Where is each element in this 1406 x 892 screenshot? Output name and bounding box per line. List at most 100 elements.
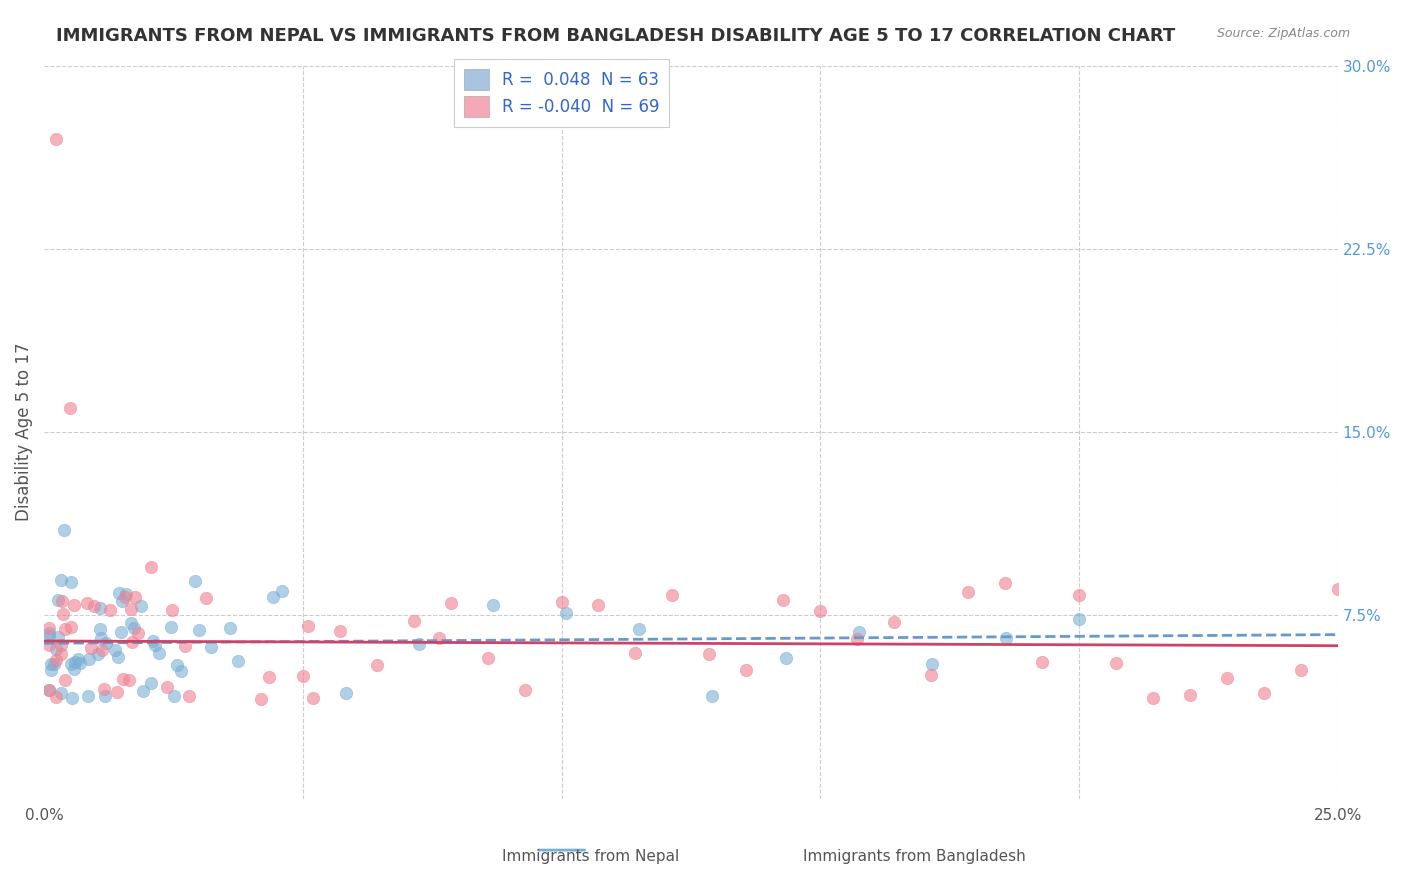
Point [1067,612,1090,626]
Legend: R =  0.048  N = 63, R = -0.040  N = 69: R = 0.048 N = 63, R = -0.040 N = 69 [454,59,669,127]
Point [174,639,197,653]
Point [53,673,76,688]
Point [920,668,942,682]
Point [218,621,240,635]
Point [1326,582,1348,597]
Point [408,637,430,651]
Point [66,652,89,666]
Point [45,641,67,656]
Point [166,658,188,673]
Point [49,647,72,661]
Point [143,638,166,652]
Point [957,584,980,599]
Point [110,624,132,639]
Point [481,599,503,613]
Point [51,686,73,700]
Point [156,680,179,694]
Point [42,657,65,671]
Point [107,586,129,600]
Point [60,690,83,705]
Point [177,690,200,704]
Point [735,663,758,677]
Point [59,657,82,671]
Point [994,632,1017,646]
Point [262,590,284,604]
Point [1178,688,1201,702]
Point [63,662,86,676]
Point [808,604,831,618]
Point [141,559,163,574]
Point [131,599,153,614]
Point [588,598,610,612]
Point [77,689,100,703]
Point [120,616,142,631]
Point [38,629,60,643]
Point [52,523,75,537]
Point [1105,656,1128,670]
Point [297,619,319,633]
Point [702,690,724,704]
Point [89,600,111,615]
Point [94,689,117,703]
Point [148,646,170,660]
Point [49,638,72,652]
Point [291,669,314,683]
Point [118,673,141,687]
Point [440,596,463,610]
Point [624,646,647,660]
Text: Immigrants from Nepal: Immigrants from Nepal [502,849,679,863]
Point [86,647,108,661]
Point [550,594,572,608]
Point [76,596,98,610]
Point [38,621,60,635]
Point [83,599,105,613]
Point [1289,663,1312,677]
Point [69,656,91,670]
Point [45,690,67,705]
Point [114,587,136,601]
Point [120,602,142,616]
Point [90,632,112,646]
Point [59,620,82,634]
Point [52,607,75,621]
Point [51,594,73,608]
Point [848,625,870,640]
Point [122,621,145,635]
Point [93,682,115,697]
Point [554,606,576,620]
Point [402,614,425,628]
Point [94,636,117,650]
Point [104,643,127,657]
Point [38,683,60,698]
Point [883,615,905,630]
Point [1031,655,1053,669]
Point [699,647,721,661]
Point [1253,685,1275,699]
Point [163,689,186,703]
Point [200,640,222,654]
Point [775,651,797,665]
Point [226,654,249,668]
Point [127,626,149,640]
Point [48,593,70,607]
Point [142,633,165,648]
Point [846,632,869,646]
Point [628,623,651,637]
Point [1067,588,1090,602]
Text: IMMIGRANTS FROM NEPAL VS IMMIGRANTS FROM BANGLADESH DISABILITY AGE 5 TO 17 CORRE: IMMIGRANTS FROM NEPAL VS IMMIGRANTS FROM… [56,27,1175,45]
Point [188,624,211,638]
Point [301,691,323,706]
Point [994,576,1017,591]
Point [477,651,499,665]
Point [772,592,794,607]
Point [427,632,450,646]
Point [170,665,193,679]
Point [51,574,73,588]
Point [38,682,60,697]
Point [250,692,273,706]
Point [366,658,388,673]
Point [46,631,69,645]
Point [38,638,60,652]
Point [91,643,114,657]
Point [111,673,134,687]
